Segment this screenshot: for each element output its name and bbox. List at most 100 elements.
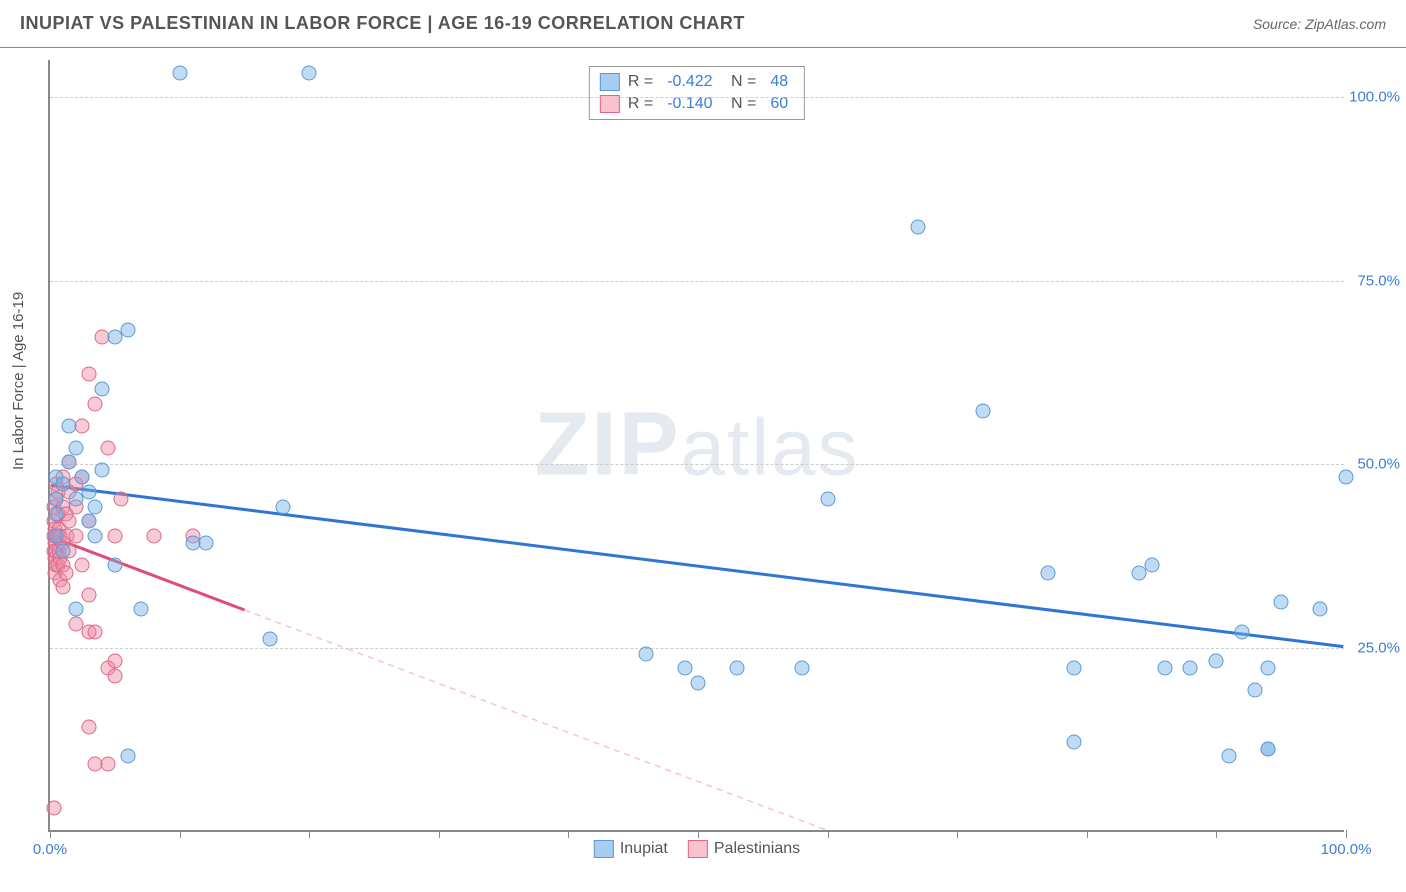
palestinians-point xyxy=(68,528,83,543)
inupiat-point xyxy=(1222,749,1237,764)
palestinians-point xyxy=(81,587,96,602)
palestinians-point xyxy=(46,800,61,815)
x-tick xyxy=(309,830,310,838)
x-tick xyxy=(439,830,440,838)
inupiat-point xyxy=(68,602,83,617)
chart-title: INUPIAT VS PALESTINIAN IN LABOR FORCE | … xyxy=(20,13,745,34)
inupiat-point xyxy=(1261,742,1276,757)
gridline xyxy=(50,97,1344,98)
legend-stat-row: R =-0.422 N =48 xyxy=(600,71,794,93)
source-attribution: Source: ZipAtlas.com xyxy=(1253,16,1386,32)
palestinians-point xyxy=(101,440,116,455)
inupiat-point xyxy=(62,418,77,433)
inupiat-point xyxy=(1144,558,1159,573)
legend-item: Palestinians xyxy=(688,840,800,858)
inupiat-point xyxy=(302,65,317,80)
palestinians-point xyxy=(146,528,161,543)
legend-label: Inupiat xyxy=(620,840,668,858)
palestinians-point xyxy=(114,492,129,507)
series-legend: Inupiat Palestinians xyxy=(594,840,800,858)
inupiat-point xyxy=(729,661,744,676)
palestinians-point xyxy=(81,367,96,382)
inupiat-point xyxy=(49,492,64,507)
legend-swatch xyxy=(600,73,620,91)
palestinians-point xyxy=(88,396,103,411)
inupiat-point xyxy=(794,661,809,676)
inupiat-point xyxy=(1066,734,1081,749)
y-axis-label: In Labor Force | Age 16-19 xyxy=(10,292,27,470)
x-tick xyxy=(1346,830,1347,838)
inupiat-point xyxy=(198,536,213,551)
legend-item: Inupiat xyxy=(594,840,668,858)
inupiat-point xyxy=(81,514,96,529)
inupiat-point xyxy=(1339,470,1354,485)
chart-header: INUPIAT VS PALESTINIAN IN LABOR FORCE | … xyxy=(0,0,1406,48)
palestinians-point xyxy=(107,653,122,668)
inupiat-point xyxy=(172,65,187,80)
gridline xyxy=(50,464,1344,465)
watermark: ZIPatlas xyxy=(535,394,860,497)
gridline xyxy=(50,648,1344,649)
inupiat-point xyxy=(49,528,64,543)
inupiat-point xyxy=(976,403,991,418)
inupiat-point xyxy=(1274,595,1289,610)
gridline xyxy=(50,281,1344,282)
x-tick xyxy=(957,830,958,838)
x-tick xyxy=(1216,830,1217,838)
inupiat-point xyxy=(55,543,70,558)
x-tick xyxy=(50,830,51,838)
palestinians-point xyxy=(88,624,103,639)
inupiat-point xyxy=(639,646,654,661)
palestinians-point xyxy=(101,756,116,771)
n-value: 48 xyxy=(764,73,794,91)
inupiat-point xyxy=(94,462,109,477)
y-tick-label: 75.0% xyxy=(1357,272,1400,289)
inupiat-point xyxy=(94,381,109,396)
palestinians-point xyxy=(107,528,122,543)
inupiat-point xyxy=(1313,602,1328,617)
x-tick-label: 0.0% xyxy=(33,841,67,858)
inupiat-point xyxy=(1040,565,1055,580)
inupiat-point xyxy=(1157,661,1172,676)
inupiat-point xyxy=(81,484,96,499)
inupiat-point xyxy=(120,323,135,338)
inupiat-point xyxy=(1248,683,1263,698)
inupiat-point xyxy=(1183,661,1198,676)
inupiat-point xyxy=(263,631,278,646)
palestinians-point xyxy=(75,558,90,573)
palestinians-point xyxy=(107,668,122,683)
inupiat-point xyxy=(678,661,693,676)
inupiat-point xyxy=(133,602,148,617)
inupiat-point xyxy=(1235,624,1250,639)
legend-label: Palestinians xyxy=(714,840,800,858)
legend-swatch xyxy=(594,840,614,858)
r-value: -0.422 xyxy=(661,73,718,91)
x-tick xyxy=(568,830,569,838)
y-tick-label: 100.0% xyxy=(1349,88,1400,105)
trend-line xyxy=(245,610,827,830)
inupiat-point xyxy=(1066,661,1081,676)
x-tick xyxy=(698,830,699,838)
x-tick xyxy=(1087,830,1088,838)
trend-lines-layer xyxy=(50,60,1344,830)
palestinians-point xyxy=(62,514,77,529)
y-tick-label: 50.0% xyxy=(1357,456,1400,473)
inupiat-point xyxy=(276,499,291,514)
x-tick xyxy=(180,830,181,838)
x-tick xyxy=(828,830,829,838)
inupiat-point xyxy=(75,470,90,485)
palestinians-point xyxy=(55,580,70,595)
inupiat-point xyxy=(911,220,926,235)
correlation-stats-legend: R =-0.422 N =48R =-0.140 N =60 xyxy=(589,66,805,120)
inupiat-point xyxy=(120,749,135,764)
inupiat-point xyxy=(820,492,835,507)
inupiat-point xyxy=(68,440,83,455)
inupiat-point xyxy=(55,477,70,492)
x-tick-label: 100.0% xyxy=(1321,841,1372,858)
inupiat-point xyxy=(62,455,77,470)
inupiat-point xyxy=(88,499,103,514)
inupiat-point xyxy=(1209,653,1224,668)
inupiat-point xyxy=(88,528,103,543)
inupiat-point xyxy=(49,506,64,521)
palestinians-point xyxy=(81,720,96,735)
